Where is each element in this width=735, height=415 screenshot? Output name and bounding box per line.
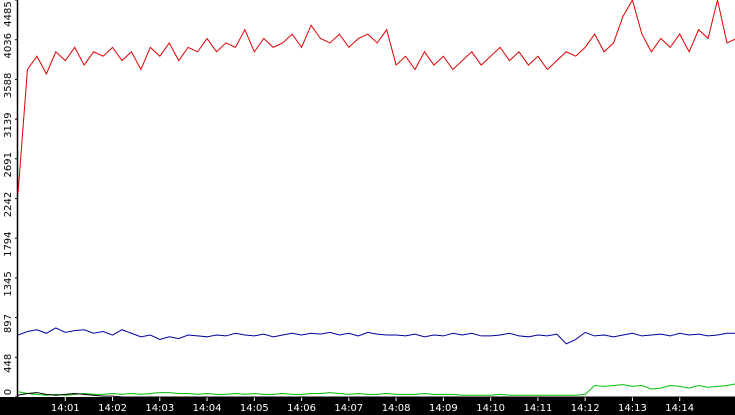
x-tick-label: 14:10	[476, 403, 505, 414]
series-line	[17, 0, 735, 194]
y-tick-label: 2242	[3, 192, 14, 217]
y-tick-label: 2691	[3, 152, 14, 177]
x-tick-label: 14:05	[240, 403, 269, 414]
x-tick-label: 14:12	[571, 403, 600, 414]
series-line	[17, 327, 735, 345]
x-tick-label: 14:07	[334, 403, 363, 414]
x-tick-label: 14:06	[287, 403, 316, 414]
y-tick-label: 4036	[3, 33, 14, 58]
x-axis-strip	[0, 397, 735, 415]
x-tick-label: 14:08	[382, 403, 411, 414]
y-tick-label: 3588	[3, 73, 14, 98]
x-tick-label: 14:03	[145, 403, 174, 414]
x-tick-label: 14:01	[51, 403, 80, 414]
x-tick-label: 14:13	[618, 403, 647, 414]
y-tick-label: 4485	[3, 1, 14, 26]
y-tick-label: 448	[3, 354, 14, 373]
x-tick-label: 14:04	[193, 403, 222, 414]
series-line	[17, 392, 735, 398]
x-tick-label: 14:11	[523, 403, 552, 414]
y-tick-label: 897	[3, 314, 14, 333]
x-tick-label: 14:14	[665, 403, 694, 414]
x-tick-label: 14:09	[429, 403, 458, 414]
y-tick-label: 1794	[3, 231, 14, 256]
y-tick-label: 3139	[3, 112, 14, 137]
y-tick-label: 0	[3, 389, 14, 395]
x-tick-label: 14:02	[98, 403, 127, 414]
series-line	[17, 383, 735, 396]
y-tick-label: 1345	[3, 271, 14, 296]
